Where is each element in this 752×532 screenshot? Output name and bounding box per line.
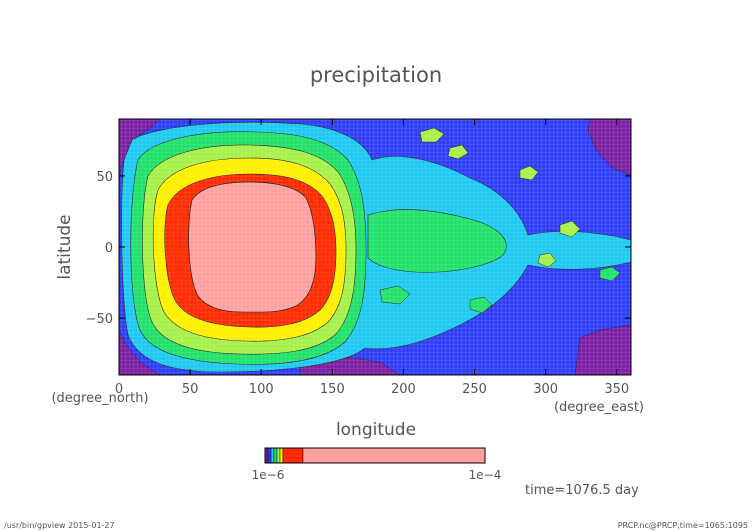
colorbar-cell	[276, 447, 281, 464]
footer-right: PRCP.nc@PRCP,time=1065:1095	[618, 521, 748, 530]
x-tick-label: 0	[115, 382, 123, 397]
x-tick-label: 50	[182, 382, 199, 397]
y-tick-label: 50	[96, 170, 113, 185]
colorbar-low-label: 1e−6	[252, 468, 285, 482]
y-axis: −50 0 50	[86, 170, 631, 327]
footer-left: /usr/bin/gpview 2015-01-27	[4, 521, 115, 530]
colorbar-cell	[302, 447, 486, 464]
colorbar-cell	[270, 447, 275, 464]
y-tick-label: 0	[105, 241, 113, 256]
y-axis-label: latitude	[55, 214, 75, 279]
colorbar-cell	[282, 447, 304, 464]
contour-level-8	[188, 181, 317, 313]
colorbar: 1e−6 1e−4	[252, 447, 502, 482]
x-tick-label: 200	[391, 382, 416, 397]
x-tick-label: 150	[320, 382, 345, 397]
colorbar-frame	[264, 447, 486, 464]
grid-lines	[119, 119, 631, 375]
contour-speckles	[419, 127, 581, 268]
plot-area: 0 50 100 150 200 250 300 350 −50 0 50	[86, 118, 632, 397]
y-unit-label: (degree_north)	[51, 391, 148, 406]
colorbar-high-label: 1e−4	[469, 468, 502, 482]
colorbar-cell	[273, 447, 278, 464]
contour-speckles-2	[379, 266, 621, 314]
x-tick-label: 300	[533, 382, 558, 397]
colorbar-cell	[267, 447, 272, 464]
x-unit-label: (degree_east)	[554, 400, 644, 415]
x-axis-label: longitude	[336, 420, 416, 440]
y-tick-label: −50	[86, 312, 113, 327]
chart-title: precipitation	[310, 63, 442, 87]
x-tick-label: 250	[462, 382, 487, 397]
x-axis: 0 50 100 150 200 250 300 350	[115, 119, 629, 397]
colorbar-cell	[279, 447, 284, 464]
x-tick-label: 350	[604, 382, 629, 397]
x-tick-label: 100	[249, 382, 274, 397]
time-label: time=1076.5 day	[525, 483, 639, 498]
